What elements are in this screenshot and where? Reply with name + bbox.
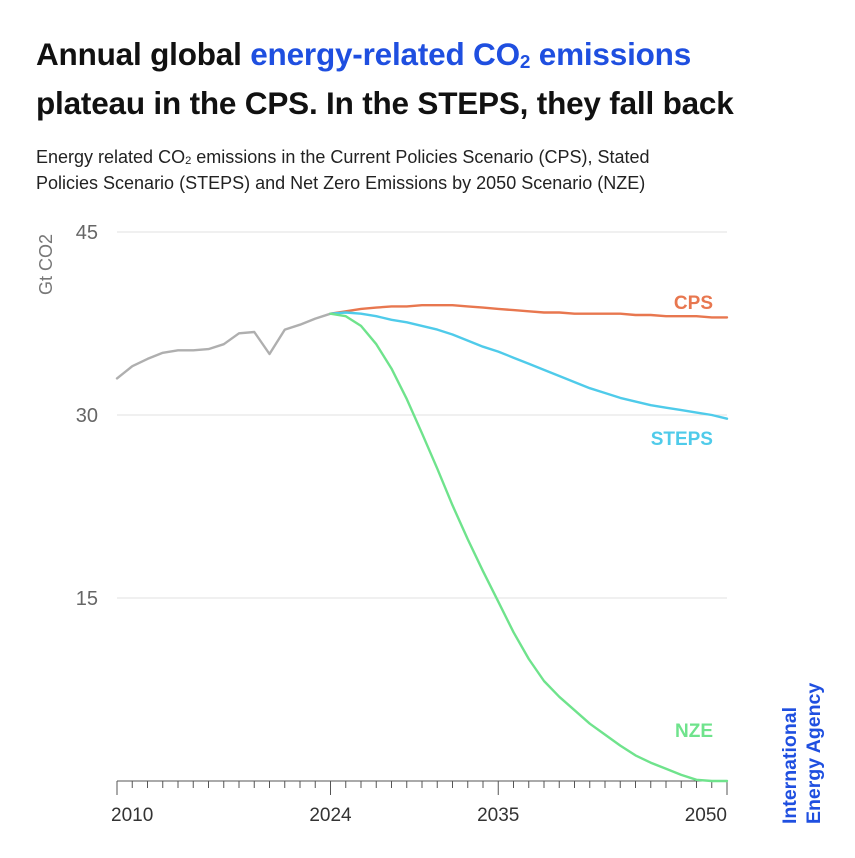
series-line-historical bbox=[115, 312, 332, 380]
x-tick-label: 2035 bbox=[477, 805, 519, 826]
series-line-nze bbox=[329, 312, 729, 783]
y-tick-label: 45 bbox=[76, 222, 98, 244]
title-line-2: plateau in the CPS. In the STEPS, they f… bbox=[36, 84, 734, 121]
x-tick-label: 2050 bbox=[685, 805, 727, 826]
title-highlight: energy-related CO2 emissions bbox=[250, 36, 692, 73]
y-tick-label: 30 bbox=[76, 405, 98, 427]
series-line-steps bbox=[329, 311, 729, 420]
chart-subtitle: Energy related CO2 emissions in the Curr… bbox=[36, 146, 836, 194]
series-lines bbox=[115, 304, 729, 783]
gridlines bbox=[117, 231, 727, 599]
y-axis-label: Gt CO2 bbox=[36, 234, 56, 295]
x-tick-label: 2024 bbox=[309, 805, 352, 826]
subtitle-line-1: Energy related CO2 emissions in the Curr… bbox=[36, 147, 650, 168]
series-label-steps: STEPS bbox=[651, 429, 713, 450]
x-axis: 2010 2024 2035 2050 bbox=[111, 780, 728, 826]
logo-line-2: Energy Agency bbox=[803, 683, 825, 824]
y-tick-label: 15 bbox=[76, 588, 98, 610]
series-label-cps: CPS bbox=[674, 293, 713, 314]
y-axis: 15 30 45 Gt CO2 bbox=[36, 222, 98, 610]
title-line-1: Annual global energy-related CO2 emissio… bbox=[36, 34, 836, 83]
subtitle-line-2: Policies Scenario (STEPS) and Net Zero E… bbox=[36, 173, 646, 194]
chart-title: Annual global energy-related CO2 emissio… bbox=[36, 34, 836, 124]
x-tick-label: 2010 bbox=[111, 805, 153, 826]
title-text-1: Annual global bbox=[36, 36, 251, 72]
series-label-nze: NZE bbox=[675, 721, 713, 742]
logo-line-1: International bbox=[779, 707, 801, 824]
iea-logo: International Energy Agency bbox=[779, 683, 825, 824]
series-line-cps bbox=[329, 304, 729, 319]
series-labels: CPS STEPS NZE bbox=[651, 293, 713, 742]
